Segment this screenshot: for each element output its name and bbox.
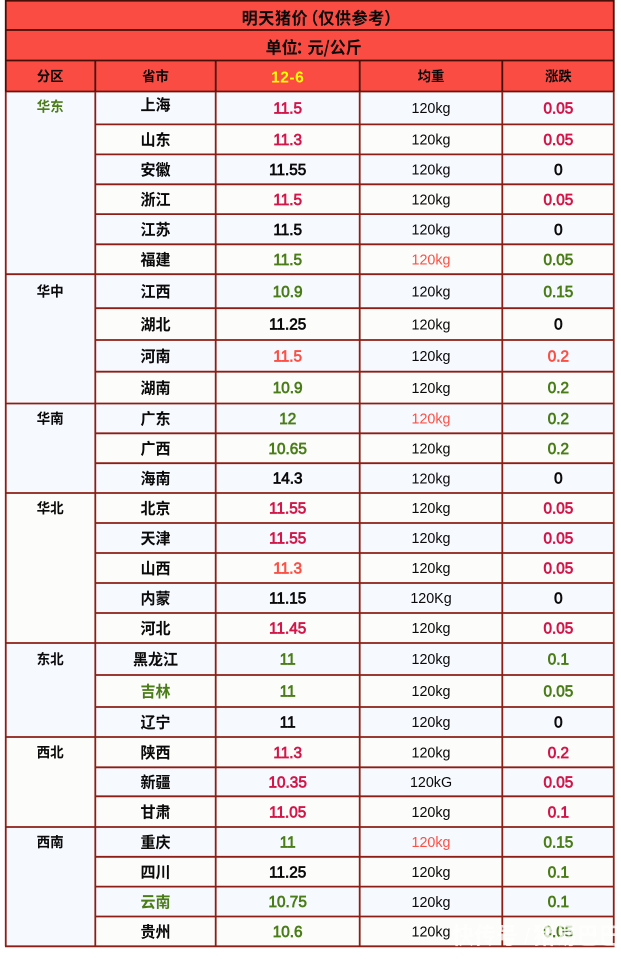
- svg-text:0: 0: [554, 222, 563, 239]
- svg-text:120kg: 120kg: [412, 381, 451, 397]
- svg-text:120kg: 120kg: [412, 501, 451, 517]
- svg-text:11.55: 11.55: [269, 531, 306, 548]
- svg-text:0.1: 0.1: [548, 652, 569, 669]
- svg-text:10.35: 10.35: [269, 774, 307, 791]
- svg-text:120kg: 120kg: [412, 835, 451, 851]
- svg-text:120kg: 120kg: [412, 412, 451, 428]
- svg-text:0.05: 0.05: [544, 252, 574, 269]
- svg-text:120kg: 120kg: [412, 684, 451, 700]
- svg-text:0.05: 0.05: [544, 774, 574, 791]
- svg-text:0.1: 0.1: [548, 864, 569, 881]
- svg-text:0.05: 0.05: [544, 621, 574, 638]
- svg-text:120kg: 120kg: [412, 101, 451, 117]
- svg-text:120kg: 120kg: [412, 652, 451, 668]
- svg-text:11.45: 11.45: [269, 621, 306, 638]
- svg-text:120kg: 120kg: [412, 715, 451, 731]
- svg-text:10.9: 10.9: [273, 380, 303, 397]
- svg-text:11.3: 11.3: [273, 132, 302, 149]
- svg-text:0.05: 0.05: [544, 561, 574, 578]
- svg-text:0.2: 0.2: [548, 348, 569, 365]
- svg-text:11.3: 11.3: [273, 745, 302, 762]
- svg-text:0.2: 0.2: [548, 411, 569, 428]
- svg-text:120kg: 120kg: [412, 621, 451, 637]
- svg-text:120kg: 120kg: [412, 441, 451, 457]
- svg-text:10.9: 10.9: [273, 284, 303, 301]
- svg-text:12: 12: [279, 411, 296, 428]
- svg-text:11.55: 11.55: [269, 162, 306, 179]
- svg-text:0.05: 0.05: [544, 192, 574, 209]
- svg-text:120Kg: 120Kg: [410, 591, 451, 607]
- svg-text:0.05: 0.05: [544, 531, 574, 548]
- svg-text:11.25: 11.25: [269, 317, 306, 334]
- svg-text:11.5: 11.5: [273, 222, 302, 239]
- svg-text:11: 11: [280, 652, 296, 669]
- svg-text:10.6: 10.6: [273, 924, 303, 941]
- svg-text:120kG: 120kG: [410, 775, 452, 791]
- svg-text:11.15: 11.15: [269, 591, 306, 608]
- svg-text:11.5: 11.5: [273, 101, 302, 118]
- svg-text:120kg: 120kg: [412, 252, 451, 268]
- svg-text:0.1: 0.1: [548, 804, 569, 821]
- svg-text:120kg: 120kg: [412, 865, 451, 881]
- svg-text:11: 11: [280, 715, 296, 732]
- svg-text:0: 0: [554, 471, 563, 488]
- svg-text:120kg: 120kg: [412, 561, 451, 577]
- svg-text:0: 0: [554, 317, 563, 334]
- svg-text:0.05: 0.05: [544, 684, 574, 701]
- svg-text:10.75: 10.75: [269, 894, 307, 911]
- svg-text:11.5: 11.5: [273, 348, 302, 365]
- svg-text:11.55: 11.55: [269, 501, 306, 518]
- svg-text:11.05: 11.05: [269, 804, 306, 821]
- svg-text:0.05: 0.05: [544, 101, 574, 118]
- svg-text:120kg: 120kg: [412, 133, 451, 149]
- svg-text:120kg: 120kg: [412, 531, 451, 547]
- svg-text:120kg: 120kg: [412, 192, 451, 208]
- svg-text:/: /: [524, 924, 531, 949]
- svg-text:0.05: 0.05: [544, 501, 574, 518]
- svg-text:120kg: 120kg: [412, 805, 451, 821]
- svg-text:0.15: 0.15: [544, 835, 574, 852]
- svg-text:14.3: 14.3: [273, 471, 303, 488]
- svg-text:120kg: 120kg: [412, 925, 451, 941]
- svg-text:0: 0: [554, 162, 563, 179]
- svg-text:120kg: 120kg: [412, 284, 451, 300]
- svg-text:120kg: 120kg: [412, 349, 451, 365]
- svg-text:120kg: 120kg: [412, 745, 451, 761]
- svg-text:0.05: 0.05: [544, 132, 574, 149]
- svg-text:10.65: 10.65: [269, 441, 307, 458]
- svg-text:120kg: 120kg: [412, 317, 451, 333]
- svg-text:120kg: 120kg: [412, 222, 451, 238]
- svg-text:11.5: 11.5: [273, 252, 302, 269]
- svg-text:0.15: 0.15: [544, 284, 574, 301]
- svg-text:0: 0: [554, 715, 563, 732]
- svg-text:11.3: 11.3: [273, 561, 302, 578]
- svg-text:0.2: 0.2: [548, 745, 569, 762]
- svg-text:12-6: 12-6: [271, 69, 304, 86]
- svg-text:120kg: 120kg: [412, 895, 451, 911]
- svg-text:0.2: 0.2: [548, 380, 569, 397]
- svg-text:0: 0: [554, 591, 563, 608]
- svg-text:0.1: 0.1: [548, 894, 569, 911]
- svg-text:11: 11: [280, 835, 296, 852]
- svg-text:11.5: 11.5: [273, 192, 302, 209]
- svg-text:120kg: 120kg: [412, 471, 451, 487]
- svg-text:11: 11: [280, 684, 296, 701]
- svg-text:11.25: 11.25: [269, 864, 306, 881]
- svg-text:120kg: 120kg: [412, 163, 451, 179]
- svg-text:0.2: 0.2: [548, 441, 569, 458]
